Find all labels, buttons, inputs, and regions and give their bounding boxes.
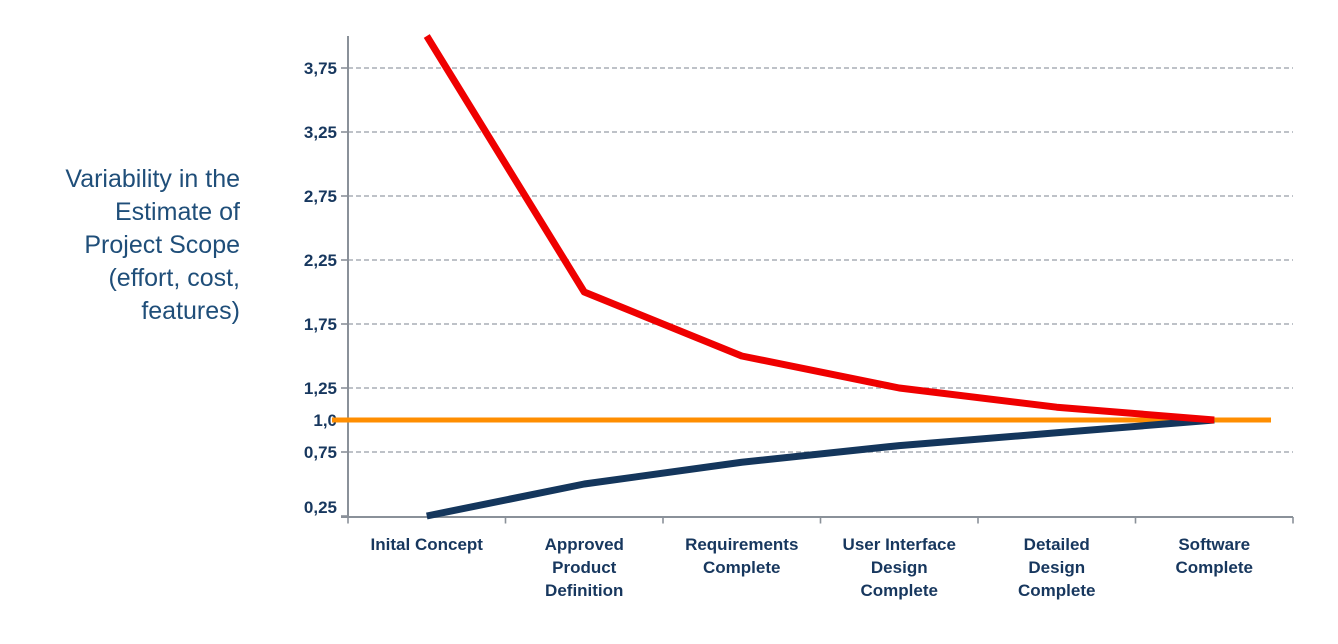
- y-tick-label: 1,75: [304, 315, 337, 334]
- x-category-label: Approved Product Definition: [545, 535, 624, 600]
- series-line-estimate-variability-low: [426, 416, 1215, 520]
- y-tick-label: 1,25: [304, 379, 337, 398]
- y-tick-label: 3,75: [304, 59, 337, 78]
- y-tick-label: 3,25: [304, 123, 337, 142]
- x-category-label: User Interface Design Complete: [843, 535, 956, 600]
- x-category-label: Software Complete: [1176, 535, 1253, 577]
- x-category-label: Inital Concept: [371, 535, 484, 554]
- y-tick-label: 2,25: [304, 251, 337, 270]
- x-category-label: Requirements Complete: [685, 535, 798, 577]
- y-axis-title: Variability in the Estimate of Project S…: [65, 165, 240, 325]
- series-line-estimate-variability-high: [423, 34, 1215, 424]
- y-tick-label: 2,75: [304, 187, 337, 206]
- y-tick-label: 1,0: [313, 411, 337, 430]
- y-tick-label: 0,25: [304, 498, 337, 517]
- x-category-label: Detailed Design Complete: [1018, 535, 1095, 600]
- y-tick-label: 0,75: [304, 443, 337, 462]
